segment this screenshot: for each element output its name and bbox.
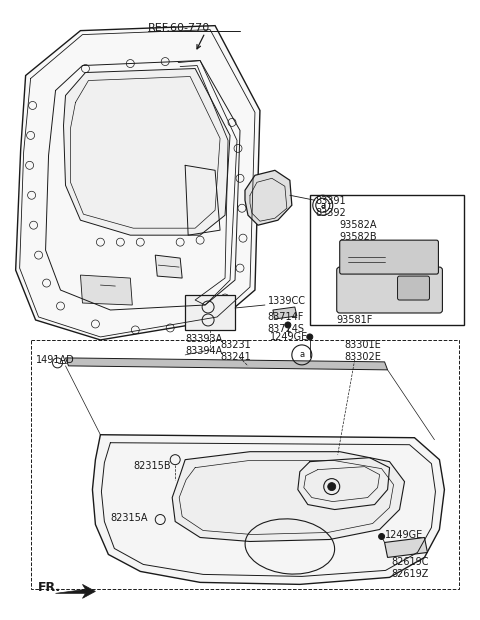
Text: 83391
83392: 83391 83392 — [316, 197, 347, 218]
Text: 83393A
83394A: 83393A 83394A — [185, 334, 222, 355]
Polygon shape — [63, 69, 230, 235]
Text: 83301E
83302E: 83301E 83302E — [345, 340, 382, 361]
Text: REF.60-770: REF.60-770 — [148, 23, 211, 33]
Text: 1249GE: 1249GE — [270, 332, 308, 342]
Text: 93581F: 93581F — [336, 315, 373, 325]
Text: 1339CC: 1339CC — [268, 296, 306, 306]
Text: a: a — [320, 201, 325, 210]
Circle shape — [285, 322, 291, 328]
FancyBboxPatch shape — [336, 267, 443, 313]
FancyBboxPatch shape — [397, 276, 430, 300]
Polygon shape — [155, 255, 182, 278]
Text: 93582A
93582B: 93582A 93582B — [340, 220, 377, 242]
Text: 82315A: 82315A — [110, 513, 148, 523]
Text: FR.: FR. — [37, 582, 60, 595]
Text: 82619C
82619Z: 82619C 82619Z — [392, 557, 429, 579]
Polygon shape — [65, 358, 387, 370]
Polygon shape — [93, 435, 444, 585]
Circle shape — [328, 482, 336, 490]
Text: 82315B: 82315B — [133, 461, 171, 471]
Polygon shape — [172, 452, 405, 541]
Polygon shape — [273, 307, 297, 319]
Polygon shape — [384, 538, 428, 557]
Text: 1249GE: 1249GE — [384, 529, 423, 539]
Bar — [310, 195, 464, 325]
Polygon shape — [185, 295, 235, 330]
Polygon shape — [56, 585, 96, 598]
Polygon shape — [81, 275, 132, 305]
Text: 83714F
83724S: 83714F 83724S — [267, 312, 304, 334]
Polygon shape — [16, 25, 260, 340]
Circle shape — [307, 334, 313, 340]
Text: a: a — [320, 201, 325, 210]
Bar — [31, 340, 459, 590]
FancyBboxPatch shape — [340, 240, 438, 274]
Text: a: a — [299, 350, 304, 360]
Text: 83231
83241: 83231 83241 — [220, 340, 251, 361]
Circle shape — [379, 533, 384, 539]
Text: 1491AD: 1491AD — [36, 355, 74, 365]
Polygon shape — [245, 170, 292, 225]
